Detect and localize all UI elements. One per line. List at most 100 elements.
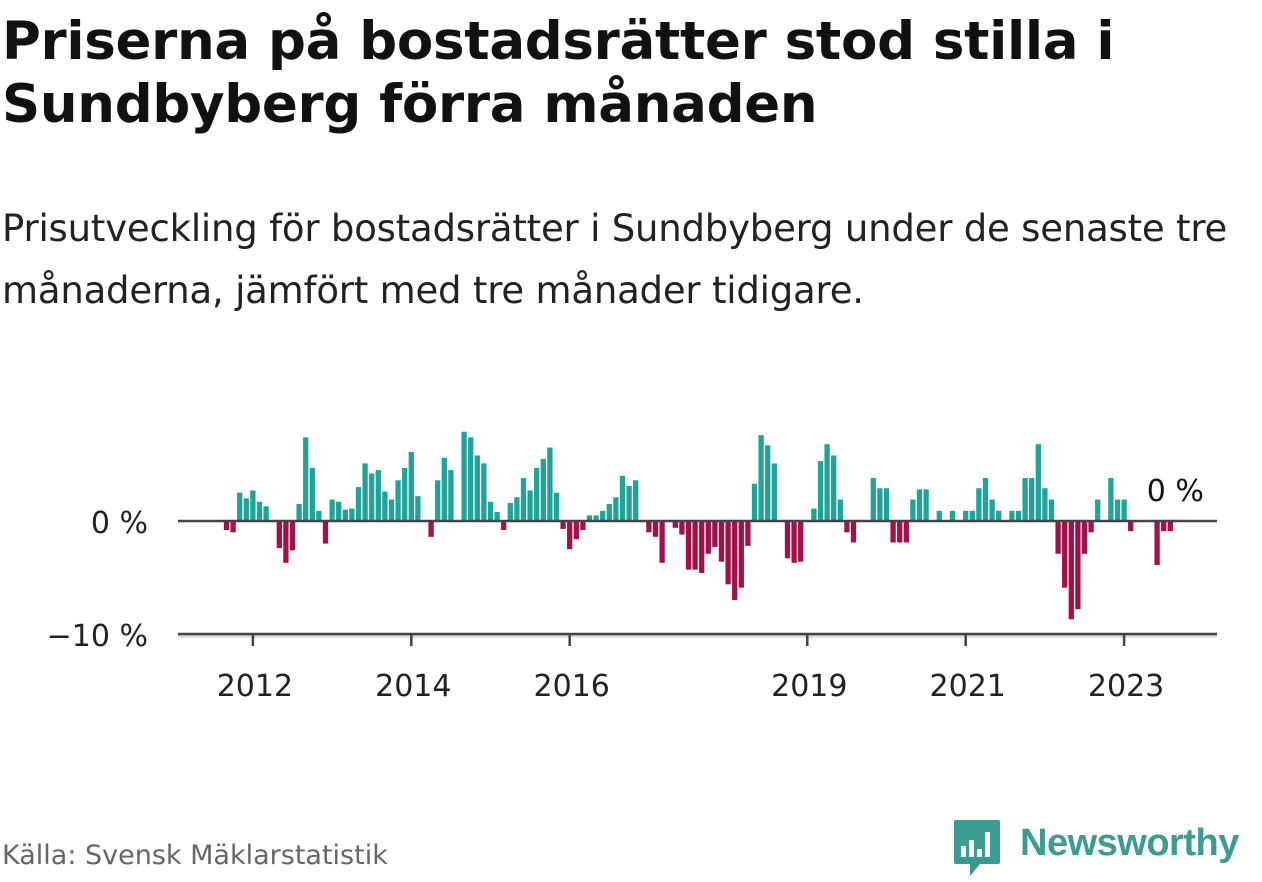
- bar: [685, 521, 692, 570]
- bar: [897, 521, 903, 543]
- bar: [831, 455, 837, 521]
- bar: [679, 521, 685, 535]
- bar: [824, 444, 830, 521]
- bar: [1035, 444, 1041, 521]
- bar: [1088, 521, 1094, 533]
- bar: [1048, 499, 1055, 521]
- bar: [916, 489, 923, 521]
- bar: [606, 504, 612, 521]
- bar: [705, 521, 711, 554]
- bar: [283, 521, 289, 563]
- bar: [303, 437, 309, 521]
- bar: [976, 488, 982, 521]
- x-tick-label: 2021: [930, 669, 1006, 704]
- bar: [276, 521, 282, 549]
- bar: [1062, 521, 1068, 588]
- newsworthy-icon: [954, 820, 1000, 876]
- bar: [1009, 510, 1015, 521]
- bar: [435, 480, 441, 521]
- bar: [342, 509, 348, 521]
- bar: [250, 490, 256, 521]
- bar: [765, 445, 771, 521]
- bar: [553, 492, 560, 521]
- bar: [461, 431, 467, 521]
- bar: [600, 510, 606, 521]
- bar: [745, 521, 751, 546]
- bar: [507, 502, 513, 521]
- bar: [903, 521, 909, 543]
- bar: [692, 521, 698, 570]
- y-tick-label: 0 %: [91, 506, 148, 541]
- bar: [1055, 521, 1061, 554]
- bar: [1128, 521, 1134, 532]
- bar: [474, 455, 480, 521]
- bar: [791, 521, 797, 563]
- chart-subtitle: Prisutveckling för bostadsrätter i Sundb…: [2, 207, 1228, 312]
- bar: [725, 521, 731, 585]
- bar: [586, 515, 593, 521]
- bar: [870, 478, 876, 521]
- bar: [817, 461, 824, 521]
- bar: [613, 497, 619, 521]
- bar-chart: 0 % −10 % 2012 2014 2016 2019 2021 2023 0 %: [47, 431, 1217, 704]
- bar: [811, 508, 817, 521]
- bar: [567, 521, 573, 550]
- bar: [877, 488, 883, 521]
- bar: [989, 499, 995, 521]
- bar: [771, 463, 777, 521]
- bar: [573, 521, 579, 540]
- bar: [256, 501, 263, 521]
- bar: [996, 510, 1002, 521]
- bar: [910, 499, 916, 521]
- bar: [969, 510, 975, 521]
- bar: [329, 499, 335, 521]
- newsworthy-logo[interactable]: Newsworthy: [952, 818, 1252, 878]
- bar: [501, 521, 507, 531]
- bar: [712, 521, 718, 547]
- bar: [593, 515, 599, 521]
- bar: [738, 521, 744, 588]
- bar: [646, 521, 652, 533]
- bar: [263, 506, 269, 521]
- bar: [388, 499, 395, 521]
- bar: [336, 501, 342, 521]
- bar: [375, 470, 381, 521]
- bar: [527, 490, 533, 521]
- bar: [1068, 521, 1074, 620]
- bar: [382, 491, 388, 521]
- bar: [1015, 510, 1022, 521]
- source-note: Källa: Svensk Mäklarstatistik: [2, 840, 388, 871]
- bar: [844, 521, 850, 533]
- bar: [237, 492, 243, 521]
- bar: [883, 488, 890, 521]
- last-value-annotation: 0 %: [1147, 474, 1204, 509]
- bar: [1081, 521, 1088, 554]
- x-tick-label: 2012: [217, 669, 293, 704]
- bar: [890, 521, 896, 543]
- y-tick-label: −10 %: [47, 619, 148, 654]
- bar: [982, 478, 989, 521]
- bar: [296, 504, 302, 521]
- bar: [441, 457, 447, 521]
- x-tick-label: 2023: [1088, 669, 1164, 704]
- bar: [428, 521, 434, 537]
- x-tick-label: 2019: [771, 669, 847, 704]
- bars-layer: [223, 431, 1173, 620]
- bar: [520, 478, 527, 521]
- bar: [402, 467, 408, 521]
- bar: [718, 521, 725, 562]
- bar: [659, 521, 665, 563]
- bar: [850, 521, 857, 543]
- bar: [1121, 499, 1127, 521]
- bar: [1167, 521, 1173, 532]
- bar: [448, 470, 454, 521]
- bar: [223, 521, 230, 531]
- bar: [751, 483, 758, 521]
- bar: [652, 521, 659, 537]
- bar: [349, 508, 355, 521]
- bar: [316, 510, 322, 521]
- bar: [758, 435, 764, 521]
- bar: [560, 521, 566, 529]
- x-tick-label: 2016: [534, 669, 610, 704]
- bar: [289, 521, 296, 551]
